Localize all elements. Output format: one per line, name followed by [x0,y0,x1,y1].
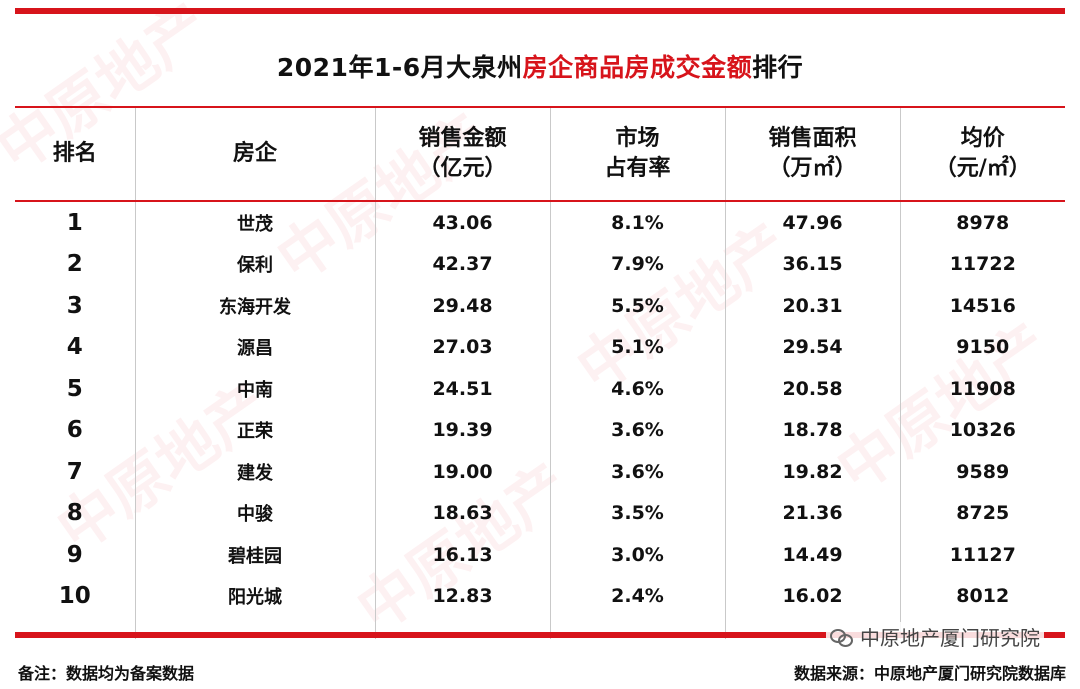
cell-amount: 42.37 [375,243,551,285]
cell-price: 8012 [956,585,1010,608]
title-suffix: 排行 [752,53,804,82]
table-row: 4 源昌 27.03 5.1% 29.54 9150 [15,326,1065,368]
cell-amount: 19.39 [375,409,551,451]
cell-amount: 12.83 [375,575,551,617]
cell-rank: 3 [15,285,136,327]
cell-company: 源昌 [135,326,376,368]
cell-rank: 10 [15,575,136,617]
top-accent-bar [15,8,1065,14]
wechat-icon [830,628,854,647]
cell-price: 8725 [956,502,1010,525]
header-company: 房企 [135,106,376,202]
table-row: 8 中骏 18.63 3.5% 21.36 8725 [15,492,1065,534]
table-row: 1 世茂 43.06 8.1% 47.96 8978 [15,201,1065,244]
cell-company: 东海开发 [135,285,376,327]
bottom-accent-bar [15,632,1065,638]
cell-rank: 6 [15,409,136,451]
cell-share: 2.4% [550,575,726,617]
cell-share: 3.6% [550,409,726,451]
title-prefix: 2021年1-6月大泉州 [276,53,523,82]
header-rank: 排名 [15,106,136,202]
cell-company: 碧桂园 [135,534,376,576]
table-row: 10 阳光城 12.83 2.4% 16.02 8012 [15,575,1065,617]
cell-company: 中南 [135,368,376,410]
cell-share: 5.5% [550,285,726,327]
table-row: 2 保利 42.37 7.9% 36.15 11722 [15,243,1065,285]
cell-area: 19.82 [725,451,901,493]
cell-share: 8.1% [550,201,726,244]
table-header-row: 排名 房企 销售金额 （亿元） 市场 占有率 销售面积 （万㎡） 均价 （元/㎡） [15,106,1065,202]
cell-price: 14516 [949,294,1016,317]
cell-area: 16.02 [725,575,901,617]
cell-share: 3.5% [550,492,726,534]
header-price: 均价 （元/㎡） [900,106,1065,202]
cell-share: 5.1% [550,326,726,368]
cell-area: 14.49 [725,534,901,576]
cell-company: 保利 [135,243,376,285]
cell-rank: 9 [15,534,136,576]
cell-area: 47.96 [725,201,901,244]
cell-price: 9150 [956,336,1010,359]
header-amount: 销售金额 （亿元） [375,106,551,202]
cell-area: 36.15 [725,243,901,285]
cell-amount: 19.00 [375,451,551,493]
cell-area: 18.78 [725,409,901,451]
cell-price: 9589 [956,460,1010,483]
page-title: 2021年1-6月大泉州房企商品房成交金额排行 [0,48,1080,84]
data-source: 数据来源：中原地产厦门研究院数据库 [793,664,1066,683]
cell-amount: 16.13 [375,534,551,576]
cell-amount: 18.63 [375,492,551,534]
brand-text: 中原地产厦门研究院 [860,626,1040,650]
cell-rank: 8 [15,492,136,534]
table-row: 6 正荣 19.39 3.6% 18.78 10326 [15,409,1065,451]
cell-share: 3.6% [550,451,726,493]
header-share: 市场 占有率 [550,106,726,202]
table-row: 9 碧桂园 16.13 3.0% 14.49 11127 [15,534,1065,576]
cell-rank: 2 [15,243,136,285]
cell-company: 世茂 [135,201,376,244]
cell-price: 10326 [949,419,1016,442]
cell-area: 29.54 [725,326,901,368]
cell-amount: 43.06 [375,201,551,244]
cell-rank: 4 [15,326,136,368]
table-row: 3 东海开发 29.48 5.5% 20.31 14516 [15,285,1065,327]
cell-rank: 5 [15,368,136,410]
cell-share: 3.0% [550,534,726,576]
cell-price: 11908 [949,377,1016,400]
footnote: 备注：数据均为备案数据 [18,664,195,683]
cell-price: 11722 [949,253,1016,276]
header-area: 销售面积 （万㎡） [725,106,901,202]
cell-area: 20.58 [725,368,901,410]
cell-company: 中骏 [135,492,376,534]
title-highlight: 房企商品房成交金额 [522,53,753,82]
cell-area: 21.36 [725,492,901,534]
cell-share: 4.6% [550,368,726,410]
cell-area: 20.31 [725,285,901,327]
table-row: 7 建发 19.00 3.6% 19.82 9589 [15,451,1065,493]
table-row: 5 中南 24.51 4.6% 20.58 11908 [15,368,1065,410]
cell-company: 阳光城 [135,575,376,617]
cell-rank: 7 [15,451,136,493]
cell-price: 11127 [949,543,1016,566]
cell-amount: 24.51 [375,368,551,410]
cell-amount: 27.03 [375,326,551,368]
cell-company: 正荣 [135,409,376,451]
cell-price: 8978 [956,211,1010,234]
cell-amount: 29.48 [375,285,551,327]
cell-company: 建发 [135,451,376,493]
cell-rank: 1 [15,201,136,244]
brand-label: 中原地产厦门研究院 [826,622,1044,651]
cell-share: 7.9% [550,243,726,285]
